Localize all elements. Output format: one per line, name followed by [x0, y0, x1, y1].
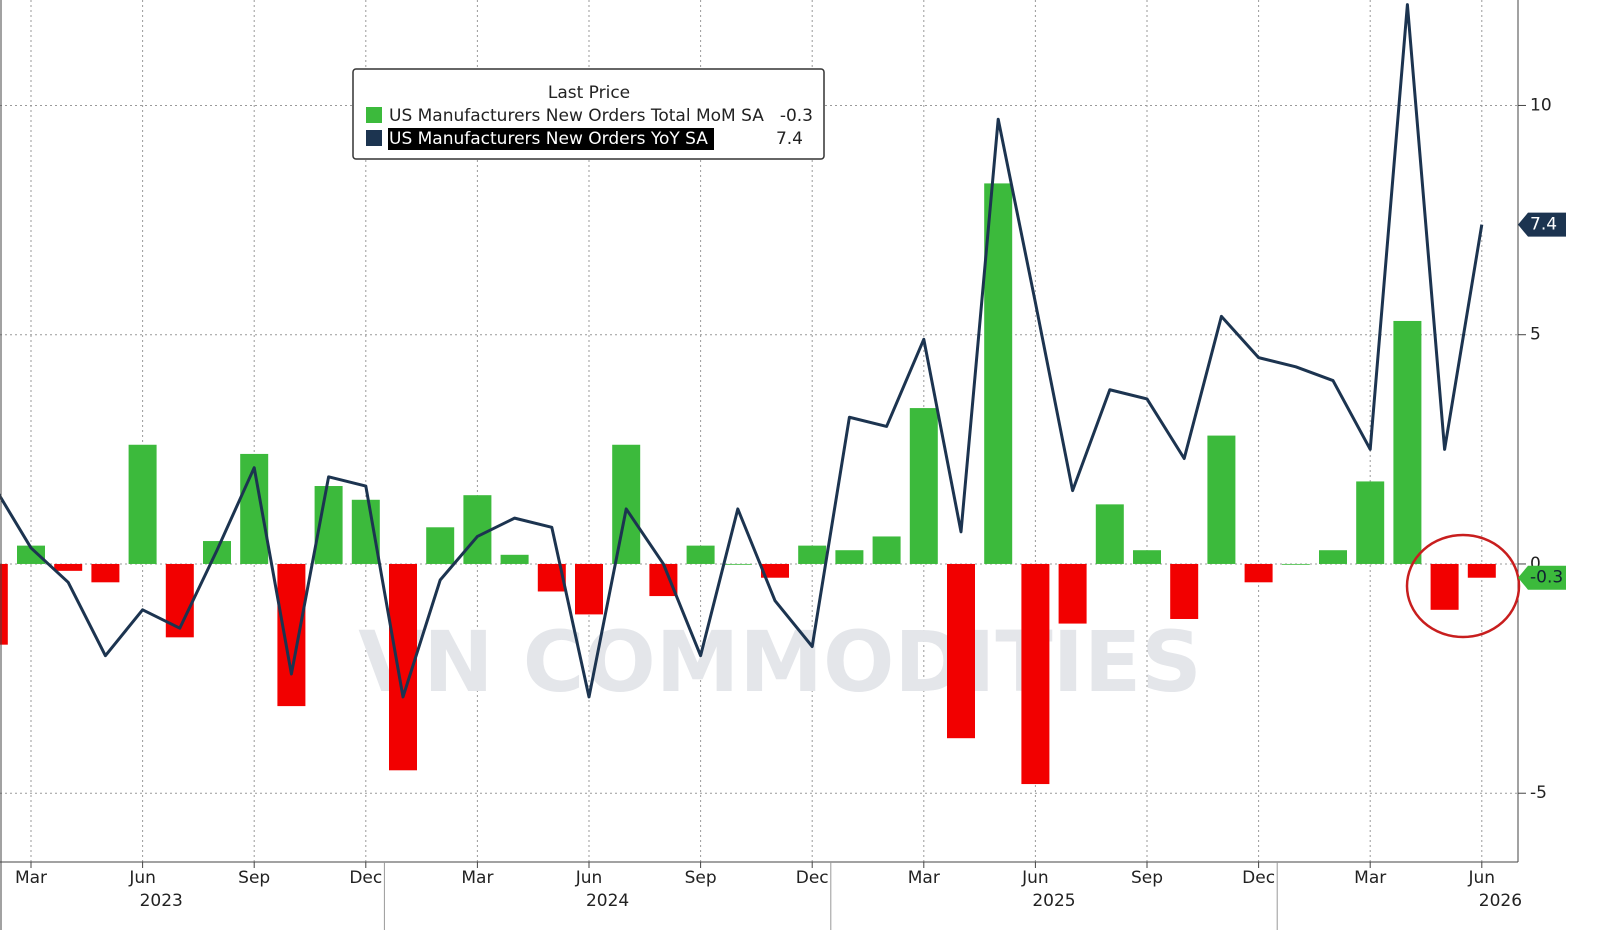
x-tick-label: Dec	[349, 868, 382, 888]
bar	[0, 563, 8, 645]
bar	[91, 563, 120, 583]
highlight-circle	[1405, 533, 1521, 639]
bar	[612, 444, 641, 564]
bar	[723, 563, 752, 565]
bar	[984, 183, 1013, 564]
x-tick-label: Jun	[1468, 868, 1496, 888]
legend-title: Last Price	[548, 83, 630, 103]
x-tick-label: Jun	[575, 868, 603, 888]
x-tick-label: Dec	[796, 868, 829, 888]
bar	[463, 495, 492, 564]
y-tick-label: 10	[1530, 95, 1552, 115]
legend-value: -0.3	[780, 106, 813, 126]
bar	[17, 545, 45, 564]
bar	[1133, 550, 1161, 564]
bar	[351, 499, 380, 564]
bar	[835, 550, 864, 564]
x-tick-label: Jun	[1021, 868, 1049, 888]
bar	[1021, 563, 1050, 785]
x-tick-label: Sep	[685, 868, 717, 888]
last-value-label: 7.4	[1530, 215, 1557, 235]
y-tick-label: 5	[1530, 325, 1541, 345]
bar	[575, 563, 603, 615]
last-value-tag	[1518, 212, 1566, 237]
last-value-tag	[1518, 565, 1566, 590]
bar	[1244, 563, 1273, 583]
bar	[1393, 320, 1422, 564]
bar	[1356, 481, 1385, 564]
x-tick-label: Mar	[15, 868, 47, 888]
legend-highlight	[388, 128, 714, 150]
bar	[128, 444, 157, 564]
bar	[1170, 563, 1199, 619]
legend-label: US Manufacturers New Orders Total MoM SA	[389, 106, 764, 126]
legend-value: 7.4	[776, 129, 803, 149]
bar	[500, 554, 529, 564]
bar	[872, 536, 901, 564]
bar	[277, 563, 306, 707]
x-tick-label: Dec	[1242, 868, 1275, 888]
bar	[686, 545, 715, 564]
bar	[1319, 550, 1347, 564]
legend: Last Price US Manufacturers New Orders T…	[352, 68, 825, 160]
bar	[798, 545, 827, 564]
bar	[1281, 563, 1310, 565]
year-label: 2025	[1032, 891, 1075, 911]
axes: -5 0 5 10 Mar Jun Sep Dec Mar Jun Sep Dec Mar Jun Sep D…	[15, 95, 1566, 930]
x-tick-label: Mar	[908, 868, 940, 888]
x-tick-label: Sep	[238, 868, 270, 888]
legend-swatch	[366, 130, 382, 146]
last-value-label: -0.3	[1530, 568, 1563, 588]
x-tick-label: Mar	[461, 868, 493, 888]
bar	[54, 563, 83, 571]
legend-label: US Manufacturers New Orders YoY SA	[389, 129, 708, 149]
year-label: 2023	[140, 891, 183, 911]
line	[0, 3, 1484, 699]
y-tick-label: -5	[1530, 783, 1547, 803]
x-tick-label: Mar	[1354, 868, 1386, 888]
bar	[1207, 435, 1236, 564]
bar	[426, 527, 455, 564]
bar	[1058, 563, 1087, 624]
year-label: 2024	[586, 891, 629, 911]
bar	[909, 408, 938, 564]
bar	[1467, 563, 1496, 578]
plot-area	[0, 3, 1496, 785]
year-label: 2026	[1479, 891, 1522, 911]
y-tick-label: 0	[1530, 554, 1541, 574]
x-tick-label: Sep	[1131, 868, 1163, 888]
bar	[1430, 563, 1459, 610]
x-tick-label: Jun	[128, 868, 156, 888]
watermark: VN COMMODITIES	[358, 613, 1202, 711]
bar	[761, 563, 789, 578]
bar	[947, 563, 975, 739]
bar	[1095, 504, 1124, 564]
legend-swatch	[366, 107, 382, 123]
